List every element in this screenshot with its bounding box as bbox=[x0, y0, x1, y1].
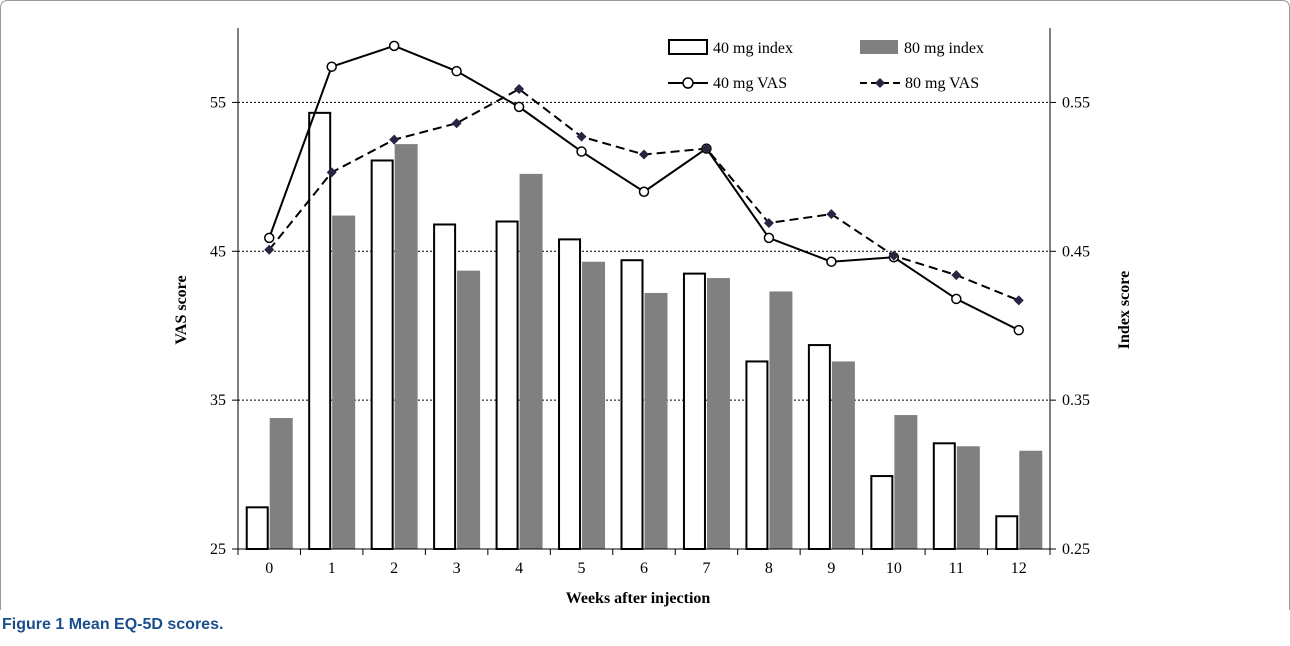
x-tick-label-4: 4 bbox=[515, 560, 523, 577]
legend-label-80mg-index: 80 mg index bbox=[904, 40, 984, 57]
bar-80mg-index-11 bbox=[956, 446, 980, 549]
x-tick-label-11: 11 bbox=[949, 560, 964, 577]
point-80mg-vas-7 bbox=[701, 143, 712, 154]
figure-label: Figure 1 bbox=[2, 616, 65, 633]
point-80mg-vas-6 bbox=[639, 149, 649, 160]
point-40mg-vas-1 bbox=[326, 61, 337, 72]
figure-caption-text: Mean EQ-5D scores. bbox=[68, 616, 224, 633]
x-tick-label-2: 2 bbox=[390, 560, 398, 577]
point-40mg-vas-5 bbox=[576, 146, 587, 157]
bar-40mg-index-2 bbox=[370, 159, 394, 551]
bar-80mg-index-3 bbox=[457, 270, 481, 549]
x-tick-label-6: 6 bbox=[640, 560, 648, 577]
bar-40mg-index-3 bbox=[433, 223, 457, 550]
point-80mg-vas-3 bbox=[451, 118, 462, 129]
bar-40mg-index-7 bbox=[682, 272, 706, 550]
y-left-tick-label-45: 45 bbox=[210, 243, 226, 260]
legend-label-40mg-index: 40 mg index bbox=[713, 40, 793, 57]
outer-frame bbox=[0, 0, 1290, 610]
gridlines bbox=[238, 101, 1050, 401]
point-40mg-vas-12 bbox=[1013, 324, 1025, 336]
bar-80mg-index-0 bbox=[269, 418, 293, 549]
x-tick-label-7: 7 bbox=[702, 560, 710, 577]
bar-40mg-index-12 bbox=[995, 515, 1019, 550]
lines bbox=[263, 40, 1025, 336]
legend-label-40mg-vas: 40 mg VAS bbox=[713, 75, 787, 92]
x-tick-label-8: 8 bbox=[765, 560, 773, 577]
x-tick-label-1: 1 bbox=[328, 560, 336, 577]
y-left-tick-label-25: 25 bbox=[210, 541, 226, 558]
x-tick-label-0: 0 bbox=[265, 560, 273, 577]
point-40mg-vas-4 bbox=[513, 101, 525, 113]
bar-40mg-index-10 bbox=[870, 475, 894, 550]
point-40mg-vas-2 bbox=[388, 40, 400, 52]
point-40mg-vas-8 bbox=[763, 232, 775, 244]
point-80mg-vas-10 bbox=[888, 250, 899, 261]
bar-40mg-index-4 bbox=[495, 220, 519, 550]
bar-80mg-index-10 bbox=[894, 415, 918, 549]
point-80mg-vas-1 bbox=[326, 167, 337, 178]
bars bbox=[245, 111, 1043, 551]
legend-swatch-80mg-index bbox=[860, 40, 898, 54]
bar-40mg-index-9 bbox=[807, 344, 831, 550]
point-80mg-vas-8 bbox=[763, 218, 774, 229]
point-80mg-vas-5 bbox=[576, 131, 587, 142]
bar-40mg-index-8 bbox=[745, 360, 769, 550]
x-tick-label-3: 3 bbox=[453, 560, 461, 577]
y-right-tick-label-0.45: 0.45 bbox=[1062, 243, 1090, 260]
point-80mg-vas-11 bbox=[951, 270, 962, 281]
bar-40mg-index-0 bbox=[245, 506, 269, 551]
legend: 40 mg index 80 mg index 40 mg VAS 80 mg … bbox=[668, 39, 984, 92]
point-80mg-vas-9 bbox=[826, 209, 837, 220]
x-axis-title: Weeks after injection bbox=[566, 590, 711, 607]
point-80mg-vas-12 bbox=[1013, 295, 1024, 306]
point-40mg-vas-6 bbox=[638, 186, 650, 197]
legend-marker-40mg-vas bbox=[682, 77, 694, 89]
legend-marker-80mg-vas bbox=[875, 78, 885, 88]
bar-80mg-index-2 bbox=[394, 144, 418, 549]
x-tick-label-10: 10 bbox=[886, 560, 902, 577]
y-axis-left-title: VAS score bbox=[173, 275, 190, 344]
point-80mg-vas-4 bbox=[514, 84, 525, 95]
y-axis-right-title: Index score bbox=[1116, 271, 1133, 349]
point-80mg-vas-2 bbox=[389, 134, 400, 145]
x-tick-label-12: 12 bbox=[1011, 560, 1027, 577]
point-40mg-vas-3 bbox=[451, 65, 462, 77]
bar-80mg-index-1 bbox=[332, 215, 356, 549]
bar-80mg-index-7 bbox=[706, 278, 730, 549]
y-right-tick-label-0.55: 0.55 bbox=[1062, 94, 1090, 111]
point-40mg-vas-11 bbox=[951, 293, 962, 305]
y-right-tick-label-0.35: 0.35 bbox=[1062, 392, 1090, 409]
axes bbox=[232, 28, 1056, 555]
y-right-tick-label-0.25: 0.25 bbox=[1062, 541, 1090, 558]
x-tick-label-9: 9 bbox=[827, 560, 835, 577]
x-tick-label-5: 5 bbox=[578, 560, 586, 577]
y-left-tick-label-35: 35 bbox=[210, 392, 226, 409]
y-left-tick-label-55: 55 bbox=[210, 94, 226, 111]
bar-40mg-index-11 bbox=[932, 442, 956, 550]
bar-80mg-index-8 bbox=[769, 291, 793, 549]
bar-80mg-index-9 bbox=[831, 361, 855, 549]
point-80mg-vas-0 bbox=[264, 244, 275, 255]
bar-80mg-index-4 bbox=[519, 173, 543, 549]
bar-40mg-index-6 bbox=[620, 259, 644, 550]
point-40mg-vas-0 bbox=[263, 232, 275, 244]
figure-caption: Figure 1 Mean EQ-5D scores. bbox=[2, 616, 223, 634]
bar-40mg-index-5 bbox=[558, 238, 582, 550]
point-40mg-vas-9 bbox=[826, 256, 837, 267]
bar-80mg-index-5 bbox=[582, 261, 606, 549]
bar-80mg-index-6 bbox=[644, 292, 668, 549]
legend-label-80mg-vas: 80 mg VAS bbox=[905, 75, 979, 92]
bar-80mg-index-12 bbox=[1019, 450, 1043, 549]
legend-swatch-40mg-index bbox=[668, 39, 708, 55]
